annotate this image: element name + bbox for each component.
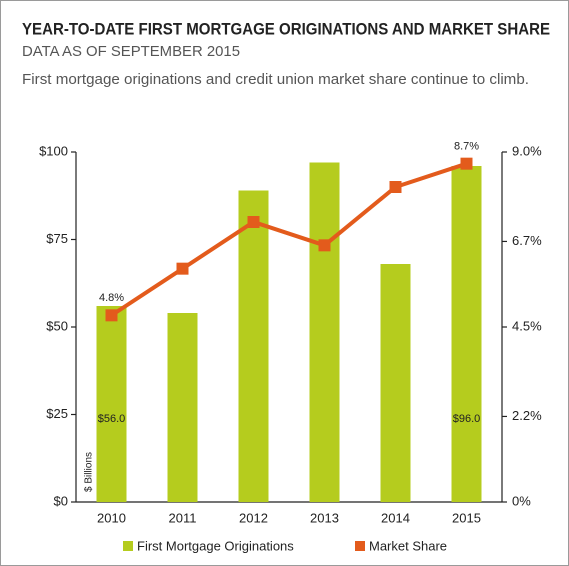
legend-label: First Mortgage Originations <box>137 538 294 553</box>
x-tick-label: 2014 <box>381 510 410 525</box>
line <box>110 161 468 318</box>
bar <box>96 306 127 502</box>
y2-tick-label: 2.2% <box>512 408 542 423</box>
bar <box>309 162 340 502</box>
line-marker <box>318 239 331 252</box>
y2-tick-label: 4.5% <box>512 318 542 333</box>
y2-tick-label: 9.0% <box>512 143 542 158</box>
chart-subtitle: DATA AS OF SEPTEMBER 2015 <box>22 43 240 60</box>
y-tick-label: $0 <box>54 493 68 508</box>
bar <box>380 264 411 502</box>
bar-value-label: $56.0 <box>98 413 126 425</box>
x-tick-label: 2013 <box>310 510 339 525</box>
line-value-label: 4.8% <box>99 292 124 304</box>
y-axis-label: $ Billions <box>84 452 95 492</box>
line-marker <box>105 309 118 322</box>
y-tick-label: $100 <box>39 143 68 158</box>
line-value-label: 8.7% <box>454 141 479 153</box>
y-tick-label: $25 <box>46 406 68 421</box>
bar <box>167 313 198 502</box>
y-tick-label: $75 <box>46 231 68 246</box>
chart-title: YEAR-TO-DATE FIRST MORTGAGE ORIGINATIONS… <box>22 19 550 38</box>
x-tick-label: 2012 <box>239 510 268 525</box>
y2-tick-label: 0% <box>512 493 531 508</box>
y-tick-label: $50 <box>46 318 68 333</box>
chart-description: First mortgage originations and credit u… <box>22 71 529 88</box>
bar <box>451 166 482 502</box>
legend-swatch <box>123 541 133 551</box>
line-marker <box>460 157 473 170</box>
line-marker <box>389 181 402 193</box>
line-marker <box>176 262 189 275</box>
legend-swatch <box>355 541 365 551</box>
bar <box>238 190 269 502</box>
x-tick-label: 2015 <box>452 510 481 525</box>
x-tick-label: 2011 <box>169 510 197 525</box>
y2-tick-label: 6.7% <box>512 233 542 248</box>
bar-value-label: $96.0 <box>453 413 481 425</box>
legend-label: Market Share <box>369 538 447 553</box>
x-tick-label: 2010 <box>97 510 126 525</box>
line-marker <box>247 216 260 228</box>
